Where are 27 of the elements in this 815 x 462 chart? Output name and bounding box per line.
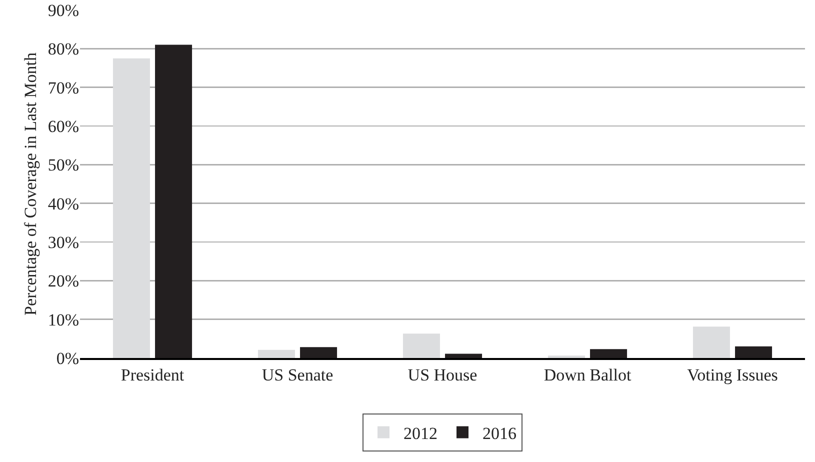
x-tick-label: US House [408, 365, 478, 384]
legend-label: 2016 [482, 424, 516, 443]
bar [735, 346, 772, 358]
y-axis-title: Percentage of Coverage in Last Month [21, 52, 40, 316]
bar [258, 350, 295, 358]
y-tick-label: 90% [48, 0, 79, 20]
bar [112, 58, 150, 358]
bar [300, 347, 338, 358]
bar [590, 349, 628, 358]
x-tick-label: Down Ballot [544, 365, 632, 384]
bar [692, 326, 730, 358]
y-tick-label: 40% [48, 194, 79, 214]
y-tick-label: 70% [48, 78, 79, 98]
y-tick-label: 50% [48, 156, 79, 175]
bar [155, 44, 192, 358]
y-tick-label: 30% [48, 232, 79, 252]
y-tick-label: 20% [48, 272, 79, 291]
x-tick-label: US Senate [262, 365, 334, 384]
y-tick-label: 0% [56, 348, 79, 368]
x-tick-label: President [120, 365, 184, 384]
bar [402, 334, 440, 358]
y-tick-label: 10% [48, 310, 79, 330]
x-tick-label: Voting Issues [687, 365, 778, 384]
bar [445, 354, 482, 358]
y-tick-label: 60% [48, 116, 79, 136]
legend-label: 2012 [404, 424, 438, 443]
y-tick-label: 80% [48, 40, 79, 59]
